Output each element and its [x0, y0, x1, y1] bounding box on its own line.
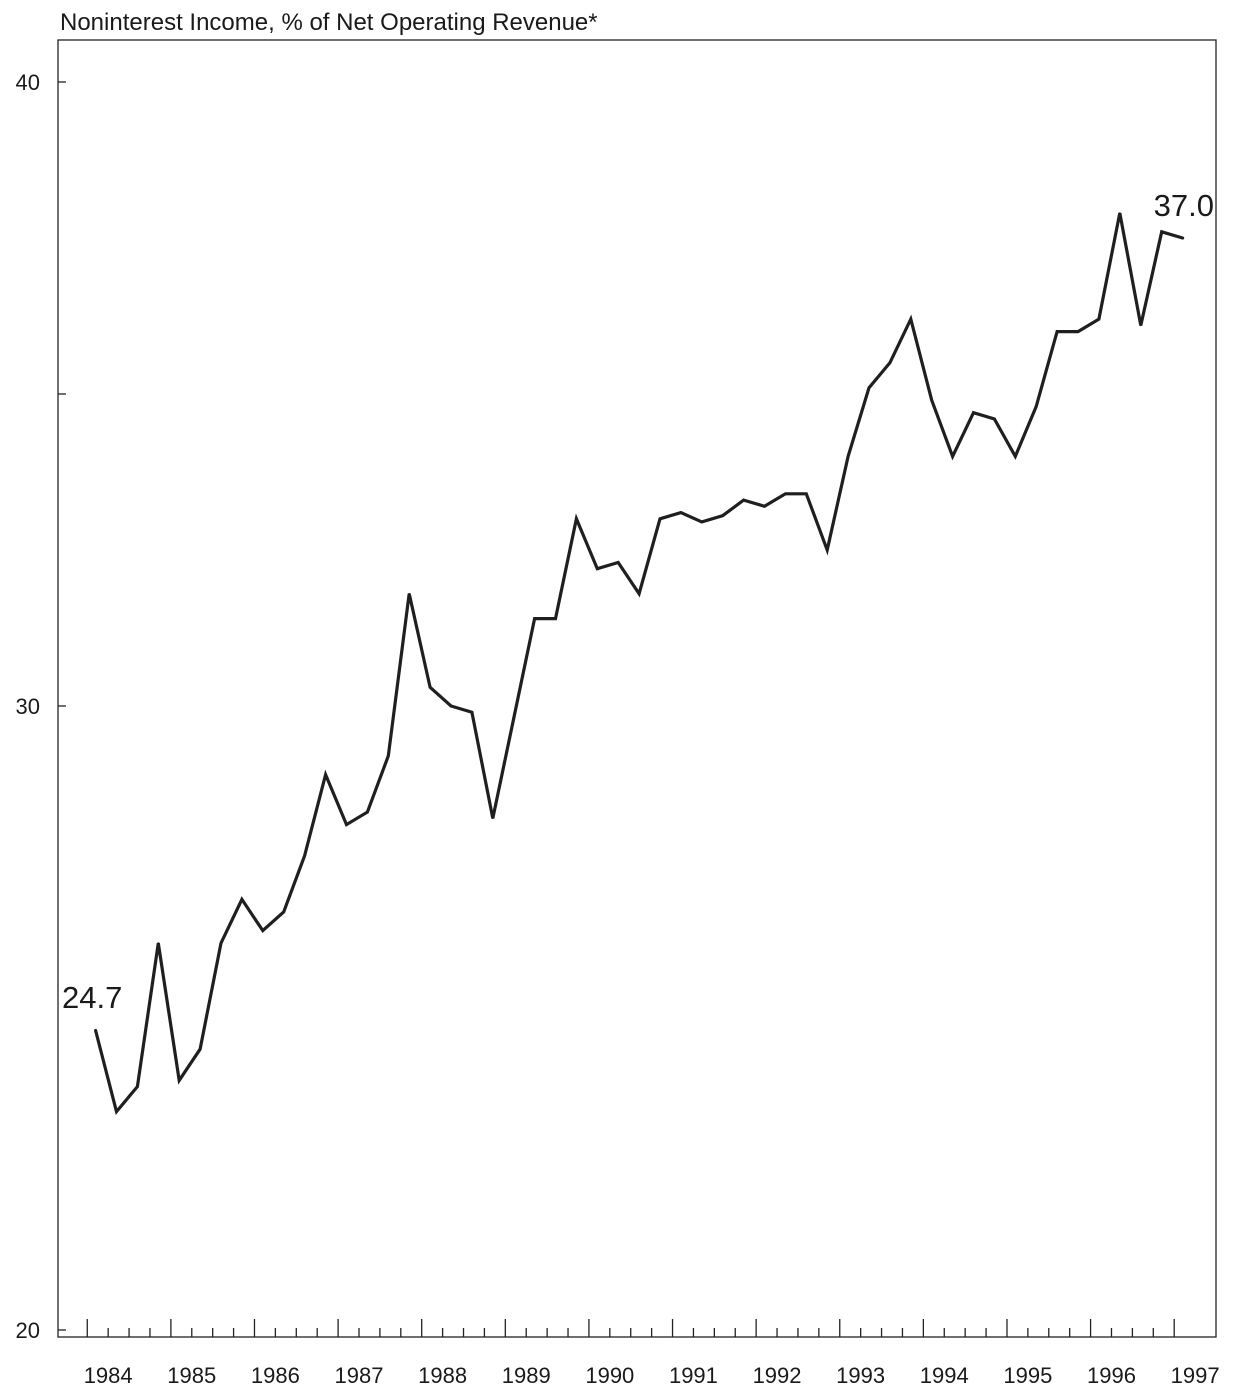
- data-point: [533, 617, 536, 620]
- data-point: [157, 942, 160, 944]
- data-point: [1014, 455, 1017, 458]
- data-point: [94, 1029, 97, 1032]
- data-point: [1056, 330, 1058, 333]
- data-point: [408, 592, 411, 595]
- y-tick-label: 30: [16, 694, 40, 719]
- data-point: [826, 549, 828, 551]
- x-tick-label: 1996: [1087, 1363, 1136, 1388]
- data-point: [1181, 237, 1184, 239]
- series-layer: [93, 212, 1185, 1116]
- x-tick-label: 1987: [335, 1363, 384, 1388]
- data-point: [345, 823, 348, 826]
- data-point: [512, 717, 515, 720]
- chart-title: Noninterest Income, % of Net Operating R…: [60, 9, 598, 36]
- data-point: [742, 499, 745, 501]
- data-point: [1035, 405, 1037, 408]
- data-point: [638, 592, 640, 595]
- x-axis: 1984 1985 1986 1987 1988 1989 1990 1991 1992 1993…: [84, 1319, 1220, 1388]
- x-tick-label: 1997: [1171, 1363, 1220, 1388]
- data-point: [324, 773, 327, 776]
- x-tick-label: 1993: [836, 1363, 885, 1388]
- data-point: [972, 411, 975, 414]
- plot-frame: [57, 39, 1217, 1338]
- annotation-layer: 24.7 37.0: [62, 188, 1214, 1015]
- x-tick-label: 1990: [585, 1363, 634, 1388]
- x-tick-label: 1989: [502, 1363, 551, 1388]
- x-tick-label: 1992: [753, 1363, 802, 1388]
- y-tick-label: 20: [16, 1318, 40, 1343]
- data-point: [617, 561, 619, 564]
- data-point: [429, 686, 431, 689]
- data-point: [471, 711, 473, 713]
- value-annotation: 37.0: [1154, 188, 1214, 223]
- data-point: [701, 521, 703, 523]
- data-point: [951, 455, 954, 458]
- data-point: [721, 514, 724, 517]
- x-tick-label: 1995: [1003, 1363, 1052, 1388]
- data-point: [596, 567, 599, 570]
- y-tick-label: 40: [16, 70, 40, 95]
- data-point: [575, 518, 578, 520]
- x-tick-label: 1994: [920, 1363, 969, 1388]
- data-point: [303, 855, 306, 857]
- data-point: [847, 455, 849, 458]
- data-point: [1119, 212, 1121, 214]
- data-point: [450, 705, 452, 707]
- data-point: [178, 1079, 180, 1082]
- y-axis: 40 30 20: [16, 70, 66, 1343]
- data-point: [805, 493, 808, 495]
- series-line: [93, 212, 1185, 1116]
- data-point: [136, 1085, 139, 1088]
- data-point: [1077, 330, 1079, 333]
- data-point: [554, 617, 557, 620]
- x-tick-label: 1988: [418, 1363, 467, 1388]
- data-point: [1098, 318, 1100, 320]
- data-point: [680, 511, 682, 514]
- x-tick-label: 1984: [84, 1363, 133, 1388]
- data-point: [763, 505, 766, 508]
- data-point: [387, 755, 390, 757]
- data-point: [220, 942, 222, 944]
- value-annotation: 24.7: [62, 980, 122, 1015]
- data-point: [868, 387, 870, 389]
- data-point: [910, 318, 912, 320]
- data-point: [1140, 324, 1142, 327]
- data-point: [492, 817, 494, 820]
- data-point: [199, 1048, 201, 1050]
- data-point: [366, 811, 369, 813]
- data-point: [889, 362, 891, 364]
- data-point: [930, 399, 933, 402]
- data-point: [282, 911, 285, 913]
- x-tick-label: 1991: [669, 1363, 718, 1388]
- x-tick-label: 1986: [251, 1363, 300, 1388]
- data-point: [1160, 231, 1163, 233]
- data-point: [115, 1110, 118, 1113]
- data-point: [993, 418, 996, 420]
- data-point: [262, 929, 264, 932]
- x-tick-label: 1985: [167, 1363, 216, 1388]
- data-point: [784, 493, 787, 495]
- data-point: [659, 518, 661, 520]
- data-point: [241, 898, 243, 901]
